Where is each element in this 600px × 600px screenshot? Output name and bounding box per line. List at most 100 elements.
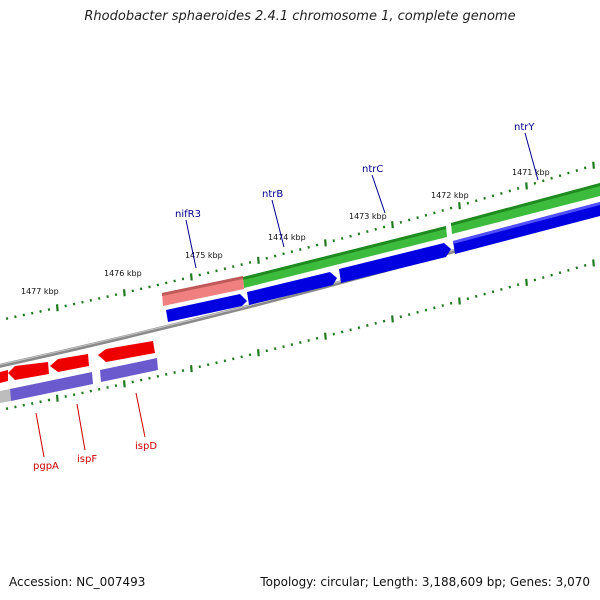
gene-label-ispF[interactable]: ispF bbox=[77, 454, 97, 465]
outer-tick-mark bbox=[491, 194, 495, 198]
inner-tick-mark bbox=[382, 319, 386, 323]
inner-tick-mark bbox=[181, 369, 185, 373]
inner-tick-mark bbox=[374, 321, 377, 325]
outer-tick-mark bbox=[55, 304, 59, 312]
gene-arrow-reverse-1[interactable] bbox=[0, 370, 8, 383]
inner-tick-mark bbox=[273, 347, 277, 351]
scale-label-1477: 1477 kbp bbox=[21, 287, 59, 296]
leader-nifR3 bbox=[185, 219, 197, 269]
inner-tick-mark bbox=[173, 371, 176, 374]
outer-tick-mark bbox=[433, 211, 436, 215]
inner-tick-mark bbox=[391, 315, 394, 323]
outer-tick-mark bbox=[14, 315, 17, 319]
outer-tick-mark bbox=[349, 234, 352, 238]
gene-label-ispD[interactable]: ispD bbox=[135, 441, 157, 452]
outer-tick-mark bbox=[424, 213, 428, 217]
outer-tick-mark bbox=[558, 174, 562, 178]
outer-tick-mark bbox=[148, 285, 151, 289]
gene-arrow-ispD[interactable] bbox=[98, 341, 155, 362]
inner-tick-mark bbox=[558, 271, 562, 275]
gene-arrow-ispF[interactable] bbox=[50, 354, 89, 372]
inner-tick-mark bbox=[407, 313, 411, 316]
outer-tick-mark bbox=[449, 206, 453, 210]
outer-tick-mark bbox=[474, 199, 478, 203]
inner-tick-mark bbox=[5, 407, 9, 411]
inner-tick-mark bbox=[131, 380, 135, 384]
inner-tick-mark bbox=[340, 330, 344, 334]
genome-summary-text: Topology: circular; Length: 3,188,609 bp… bbox=[260, 575, 590, 589]
outer-tick-mark bbox=[81, 300, 84, 304]
outer-tick-mark bbox=[97, 297, 101, 300]
inner-tick-mark bbox=[466, 297, 470, 301]
outer-tick-mark bbox=[206, 271, 210, 275]
gene-label-ntrB[interactable]: ntrB bbox=[262, 189, 283, 200]
inner-tick-mark bbox=[357, 326, 361, 330]
outer-tick-mark bbox=[164, 281, 168, 285]
gene-arrow-nifR3[interactable] bbox=[166, 294, 247, 322]
cds-bar-pgpA[interactable] bbox=[10, 372, 93, 401]
inner-tick-mark bbox=[516, 283, 520, 287]
inner-tick-mark bbox=[72, 393, 76, 397]
outer-tick-mark bbox=[173, 279, 176, 283]
outer-tick-mark bbox=[290, 250, 294, 254]
inner-tick-mark bbox=[533, 278, 537, 282]
inner-tick-mark bbox=[366, 324, 369, 327]
inner-tick-row bbox=[5, 259, 595, 411]
inner-tick-mark bbox=[106, 386, 109, 389]
inner-tick-mark bbox=[290, 343, 294, 347]
inner-tick-mark bbox=[315, 336, 319, 340]
scale-label-1471: 1471 kbp bbox=[512, 168, 550, 177]
outer-tick-mark bbox=[407, 218, 411, 222]
inner-tick-mark bbox=[500, 287, 503, 291]
inner-tick-mark bbox=[148, 376, 151, 380]
leader-ntrY bbox=[524, 132, 539, 181]
operon-band-pink[interactable] bbox=[162, 276, 244, 306]
cds-bar-gray[interactable] bbox=[0, 389, 11, 403]
inner-tick-mark bbox=[416, 310, 419, 314]
gene-arrow-ntrB[interactable] bbox=[247, 272, 337, 305]
inner-tick-mark bbox=[567, 268, 570, 272]
outer-tick-mark bbox=[357, 232, 361, 236]
inner-tick-mark bbox=[508, 285, 512, 289]
gene-label-ntrY[interactable]: ntrY bbox=[514, 122, 535, 133]
outer-tick-mark bbox=[198, 273, 202, 277]
outer-tick-mark bbox=[114, 293, 118, 297]
outer-tick-mark bbox=[533, 181, 537, 185]
outer-tick-mark bbox=[265, 256, 269, 260]
gene-arrow-pgpA[interactable] bbox=[8, 362, 49, 380]
outer-tick-mark bbox=[567, 171, 570, 175]
leader-pgpA bbox=[35, 412, 45, 458]
gene-arrow-ntrY[interactable] bbox=[453, 202, 600, 254]
outer-tick-mark bbox=[500, 191, 503, 195]
outer-tick-mark bbox=[542, 179, 545, 183]
outer-tick-mark bbox=[583, 166, 587, 170]
gene-label-nifR3[interactable]: nifR3 bbox=[175, 209, 201, 220]
accession-text: Accession: NC_007493 bbox=[9, 575, 146, 589]
gene-arrow-ntrC[interactable] bbox=[339, 243, 451, 283]
outer-tick-mark bbox=[64, 304, 67, 308]
gene-label-pgpA[interactable]: pgpA bbox=[33, 461, 59, 472]
outer-tick-mark bbox=[22, 313, 26, 317]
inner-tick-mark bbox=[592, 259, 595, 267]
outer-tick-mark bbox=[39, 309, 42, 313]
outer-tick-mark bbox=[575, 169, 579, 172]
outer-tick-mark bbox=[72, 302, 76, 306]
outer-tick-mark bbox=[441, 209, 445, 212]
inner-tick-mark bbox=[349, 328, 352, 332]
inner-tick-mark bbox=[64, 395, 67, 398]
cds-bar-ispD[interactable] bbox=[100, 358, 158, 382]
outer-tick-mark bbox=[215, 269, 218, 273]
inner-tick-mark bbox=[164, 372, 168, 376]
inner-tick-mark bbox=[433, 306, 436, 310]
outer-tick-mark bbox=[122, 289, 126, 297]
outer-tick-mark bbox=[466, 201, 470, 205]
gene-arrow-highlight bbox=[453, 202, 600, 244]
inner-tick-mark bbox=[22, 403, 26, 407]
gene-label-ntrC[interactable]: ntrC bbox=[362, 164, 383, 175]
inner-tick-mark bbox=[483, 292, 486, 296]
leader-ispD bbox=[135, 392, 146, 438]
inner-tick-mark bbox=[206, 363, 210, 367]
operon-band-green-shade bbox=[243, 226, 446, 280]
